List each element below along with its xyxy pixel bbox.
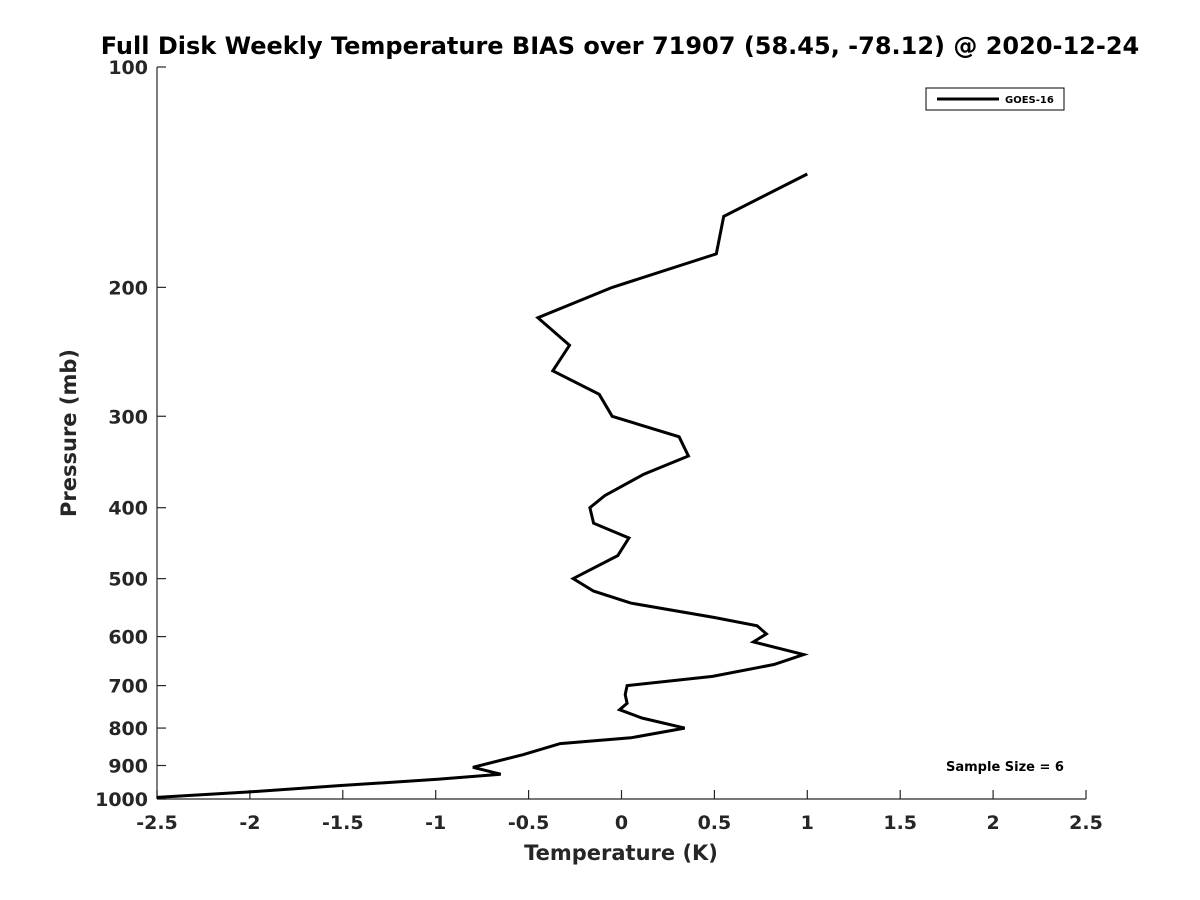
- x-tick-label: 2: [986, 812, 999, 834]
- x-tick-label: 0: [615, 812, 628, 834]
- y-tick-label: 700: [108, 676, 148, 698]
- series-layer: [156, 172, 809, 799]
- legend: GOES-16: [925, 87, 1065, 111]
- y-tick-label: 200: [108, 277, 148, 299]
- y-tick-label: 400: [108, 498, 148, 520]
- y-axis-ticks: 100 200 300 400 500 600 700 800 900 1000: [95, 57, 166, 811]
- x-tick-label: 2.5: [1069, 812, 1103, 834]
- y-tick-label: 800: [108, 718, 148, 740]
- x-tick-label: 0.5: [698, 812, 732, 834]
- y-tick-label: 100: [108, 57, 148, 79]
- y-tick-label: 300: [108, 406, 148, 428]
- x-tick-label: -1: [425, 812, 446, 834]
- series-line-goes-16: [156, 172, 809, 799]
- x-tick-label: -0.5: [508, 812, 550, 834]
- y-tick-label: 1000: [95, 789, 148, 811]
- x-tick-label: -2: [239, 812, 260, 834]
- y-axis-title: Pressure (mb): [57, 349, 81, 517]
- x-tick-label: -2.5: [136, 812, 178, 834]
- x-tick-label: -1.5: [322, 812, 364, 834]
- sample-size-annotation: Sample Size = 6: [946, 760, 1064, 775]
- x-axis-title: Temperature (K): [524, 841, 718, 865]
- legend-label-goes-16: GOES-16: [1005, 95, 1054, 106]
- y-tick-label: 500: [108, 569, 148, 591]
- chart-title: Full Disk Weekly Temperature BIAS over 7…: [101, 32, 1140, 60]
- y-tick-label: 600: [108, 627, 148, 649]
- y-tick-label: 900: [108, 756, 148, 778]
- x-tick-label: 1: [801, 812, 814, 834]
- plot-frame: [156, 67, 1086, 800]
- x-axis-ticks: -2.5 -2 -1.5 -1 -0.5 0 0.5 1 1.5 2 2.5: [136, 790, 1103, 834]
- x-tick-label: 1.5: [883, 812, 917, 834]
